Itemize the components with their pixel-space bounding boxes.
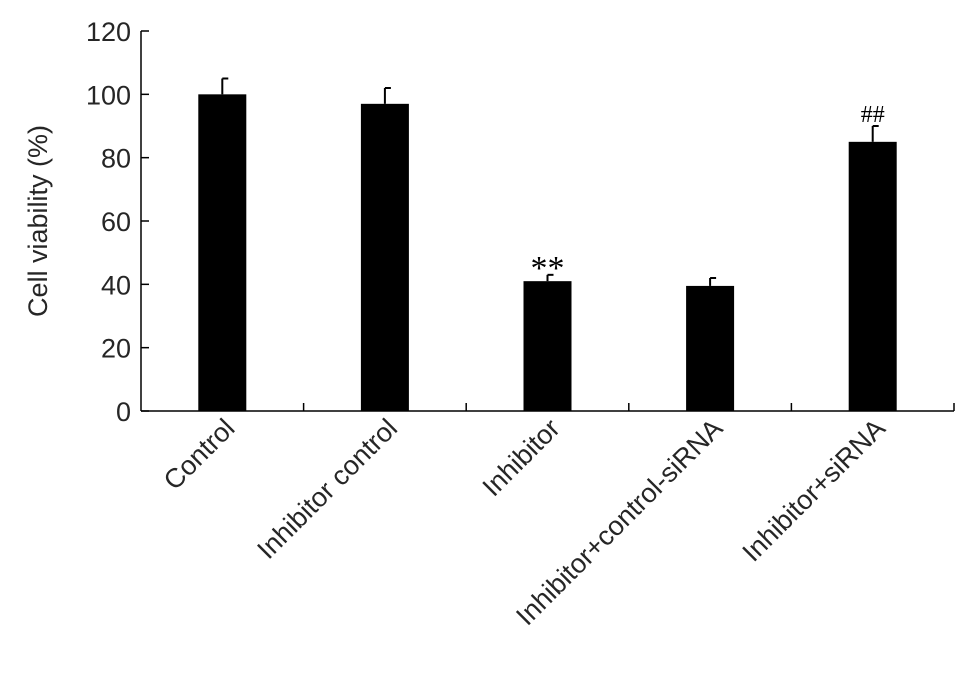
- axes: 0 20 40 60 80 100 120: [86, 17, 955, 427]
- y-axis-label: Cell viability (%): [23, 125, 53, 317]
- bar: [523, 281, 572, 411]
- x-category-label: Inhibitor+siRNA: [737, 413, 891, 567]
- significance-annotation: **: [531, 250, 565, 287]
- y-tick-label: 100: [86, 80, 131, 110]
- significance-annotation: ##: [861, 102, 885, 128]
- bars: ** ##: [198, 77, 897, 412]
- x-category-label: Inhibitor: [477, 413, 566, 502]
- y-tick-label: 20: [101, 334, 131, 364]
- y-tick-label: 0: [116, 397, 131, 427]
- y-tick-label: 40: [101, 270, 131, 300]
- y-tick-label: 80: [101, 144, 131, 174]
- y-tick-label: 120: [86, 17, 131, 47]
- x-category-label: Control: [158, 413, 241, 496]
- bar: [198, 94, 247, 411]
- category-labels: Control Inhibitor control Inhibitor Inhibit…: [158, 413, 891, 631]
- x-category-label: Inhibitor control: [251, 413, 403, 565]
- bar: [360, 103, 409, 411]
- y-tick-label: 60: [101, 207, 131, 237]
- bar: [686, 285, 735, 411]
- bar: [848, 141, 897, 412]
